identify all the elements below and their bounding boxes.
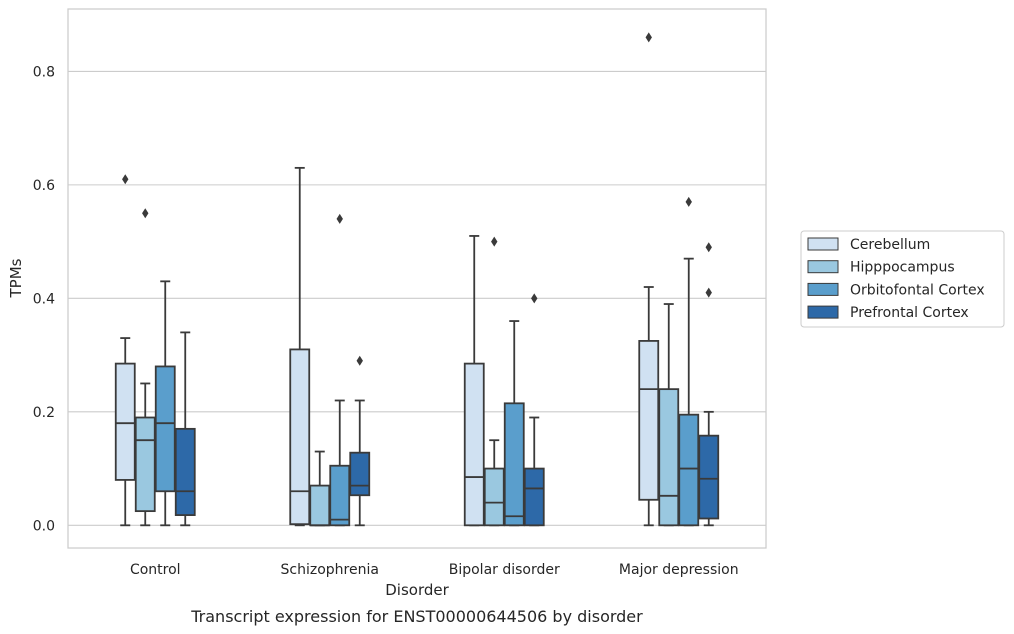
box-iqr (638, 340, 660, 501)
box-iqr (329, 464, 351, 527)
box-iqr (349, 451, 371, 497)
legend-frame (800, 230, 1005, 328)
box-plot (114, 174, 136, 527)
x-tick-label: Bipolar disorder (449, 562, 560, 578)
box-iqr (483, 467, 505, 527)
y-axis-ticks: 0.0 0.2 0.4 0.6 0.8 (33, 64, 55, 534)
box-plot (638, 32, 660, 527)
outlier-marker (705, 287, 712, 298)
x-axis-ticks: Control Schizophrenia Bipolar disorder Majo… (130, 562, 739, 578)
box-iqr (658, 388, 680, 527)
box-iqr (289, 348, 311, 526)
y-tick-label: 0.6 (33, 178, 55, 194)
box-plot (154, 280, 176, 527)
x-tick-label: Major depression (619, 562, 739, 578)
legend-label: Hipppocampus (850, 260, 955, 276)
box-plot (134, 208, 156, 527)
box-plot (698, 242, 720, 527)
box-iqr (134, 416, 156, 513)
outlier-marker (705, 242, 712, 253)
box-plot (658, 303, 680, 527)
legend-swatch (807, 237, 839, 251)
outlier-marker (645, 32, 652, 43)
outlier-marker (531, 293, 538, 304)
box-iqr (463, 362, 485, 527)
box-iqr (114, 362, 136, 481)
box-plot (349, 355, 371, 527)
box-plot (503, 320, 525, 527)
legend-label: Prefrontal Cortex (850, 305, 969, 321)
y-tick-label: 0.2 (33, 405, 55, 421)
box-plot (174, 331, 196, 527)
box-plot (523, 293, 545, 527)
legend-swatch (807, 282, 839, 296)
box-plot (463, 235, 485, 527)
box-iqr (174, 427, 196, 516)
box-plot (329, 213, 351, 527)
plot-frame (67, 8, 767, 549)
y-axis-label: TPMs (7, 258, 25, 298)
box-iqr (698, 434, 720, 520)
y-tick-label: 0.0 (33, 518, 55, 534)
box-plot (289, 166, 311, 527)
outlier-marker (356, 355, 363, 366)
legend-label: Orbitofontal Cortex (850, 282, 985, 298)
figure-caption: Transcript expression for ENST0000064450… (190, 607, 643, 626)
box-plot (678, 196, 700, 527)
y-tick-label: 0.4 (33, 291, 55, 307)
outlier-marker (122, 174, 129, 185)
boxes (114, 32, 720, 527)
outlier-marker (142, 208, 149, 219)
outlier-marker (336, 213, 343, 224)
legend-swatch (807, 305, 839, 319)
x-tick-label: Control (130, 562, 181, 578)
outlier-marker (491, 236, 498, 247)
box-iqr (503, 402, 525, 527)
legend-swatch (807, 260, 839, 274)
x-axis-label: Disorder (385, 581, 449, 599)
outlier-marker (685, 196, 692, 207)
legend: Cerebellum Hipppocampus Orbitofontal Corte… (800, 230, 1005, 328)
box-plot (483, 236, 505, 527)
y-tick-label: 0.8 (33, 64, 55, 80)
box-iqr (154, 365, 176, 493)
box-iqr (309, 484, 331, 527)
box-iqr (678, 413, 700, 527)
box-plot (309, 450, 331, 527)
box-iqr (523, 467, 545, 527)
legend-label: Cerebellum (850, 237, 930, 253)
x-tick-label: Schizophrenia (281, 562, 379, 578)
